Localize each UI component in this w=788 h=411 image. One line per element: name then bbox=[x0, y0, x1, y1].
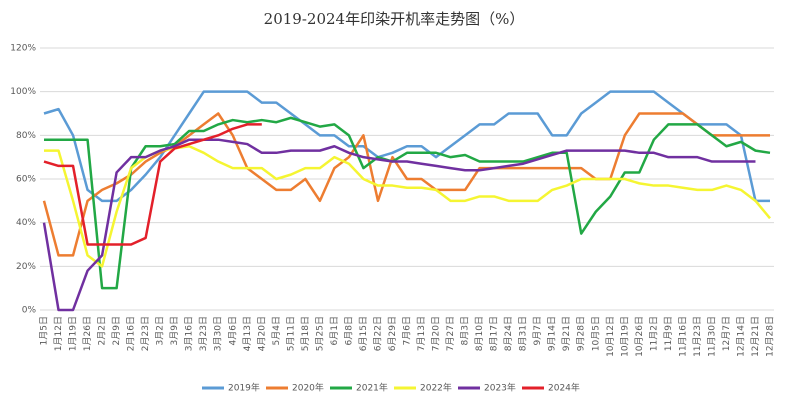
x-tick-label: 9月7日 bbox=[532, 316, 543, 345]
x-tick-label: 3月9日 bbox=[169, 316, 180, 345]
x-tick-label: 8月17日 bbox=[489, 316, 500, 351]
x-tick-label: 3月16日 bbox=[184, 316, 195, 351]
legend-label: 2021年 bbox=[356, 382, 388, 394]
legend-label: 2022年 bbox=[420, 382, 452, 394]
chart-title: 2019-2024年印染开机率走势图（%） bbox=[264, 10, 525, 28]
x-tick-label: 11月30日 bbox=[706, 316, 717, 357]
x-tick-label: 7月6日 bbox=[402, 316, 413, 345]
y-tick-label: 60% bbox=[16, 175, 36, 185]
x-tick-label: 9月14日 bbox=[547, 316, 558, 351]
y-tick-label: 40% bbox=[16, 218, 36, 228]
series-line bbox=[42, 138, 756, 312]
x-tick-label: 11月23日 bbox=[692, 316, 703, 357]
x-tick-label: 8月31日 bbox=[518, 316, 529, 351]
x-tick-label: 7月20日 bbox=[431, 316, 442, 351]
x-tick-label: 4月13日 bbox=[242, 316, 253, 351]
x-tick-label: 10月26日 bbox=[634, 316, 645, 357]
legend-label: 2020年 bbox=[292, 382, 324, 394]
legend-label: 2019年 bbox=[228, 382, 260, 394]
x-tick-label: 5月11日 bbox=[285, 316, 296, 351]
y-tick-label: 120% bbox=[10, 44, 36, 54]
x-tick-label: 6月29日 bbox=[387, 316, 398, 351]
x-tick-label: 10月5日 bbox=[590, 316, 601, 351]
x-tick-label: 6月22日 bbox=[372, 316, 383, 351]
x-tick-label: 9月28日 bbox=[576, 316, 587, 351]
x-tick-label: 10月19日 bbox=[619, 316, 630, 357]
x-tick-label: 2月16日 bbox=[126, 316, 137, 351]
x-tick-label: 8月10日 bbox=[474, 316, 485, 351]
x-tick-label: 11月2日 bbox=[648, 316, 659, 351]
x-tick-label: 2月2日 bbox=[97, 316, 108, 345]
x-tick-label: 1月26日 bbox=[82, 316, 93, 351]
x-tick-label: 3月23日 bbox=[198, 316, 209, 351]
x-tick-label: 6月15日 bbox=[358, 316, 369, 351]
x-tick-label: 8月3日 bbox=[460, 316, 471, 345]
x-tick-label: 5月4日 bbox=[271, 316, 282, 345]
y-tick-label: 0% bbox=[22, 306, 37, 316]
x-tick-label: 12月7日 bbox=[721, 316, 732, 351]
x-tick-label: 10月12日 bbox=[605, 316, 616, 357]
x-tick-label: 1月19日 bbox=[68, 316, 79, 351]
series-line bbox=[44, 116, 771, 290]
x-tick-label: 2月23日 bbox=[140, 316, 151, 351]
x-tick-label: 7月27日 bbox=[445, 316, 456, 351]
x-tick-label: 2月9日 bbox=[111, 316, 122, 345]
y-tick-label: 80% bbox=[16, 131, 36, 141]
x-tick-label: 4月20日 bbox=[256, 316, 267, 351]
x-tick-label: 5月25日 bbox=[314, 316, 325, 351]
x-tick-label: 11月9日 bbox=[663, 316, 674, 351]
x-tick-label: 11月16日 bbox=[677, 316, 688, 357]
legend-label: 2024年 bbox=[548, 382, 580, 394]
x-tick-label: 12月14日 bbox=[735, 316, 746, 357]
x-tick-label: 5月18日 bbox=[300, 316, 311, 351]
x-tick-label: 8月24日 bbox=[503, 316, 514, 351]
x-tick-label: 1月5日 bbox=[39, 316, 50, 345]
series-line bbox=[43, 123, 262, 246]
x-tick-label: 1月12日 bbox=[53, 316, 64, 351]
legend-label: 2023年 bbox=[484, 382, 516, 394]
y-tick-label: 20% bbox=[16, 262, 36, 272]
x-tick-label: 7月13日 bbox=[416, 316, 427, 351]
x-tick-label: 12月21日 bbox=[750, 316, 761, 357]
x-tick-label: 6月1日 bbox=[329, 316, 340, 345]
x-tick-label: 9月21日 bbox=[561, 316, 572, 351]
x-tick-label: 4月6日 bbox=[227, 316, 238, 345]
x-tick-label: 6月8日 bbox=[343, 316, 354, 345]
x-tick-label: 3月30日 bbox=[213, 316, 224, 351]
y-tick-label: 100% bbox=[10, 87, 36, 97]
x-tick-label: 12月28日 bbox=[765, 316, 776, 357]
x-tick-label: 3月2日 bbox=[155, 316, 166, 345]
